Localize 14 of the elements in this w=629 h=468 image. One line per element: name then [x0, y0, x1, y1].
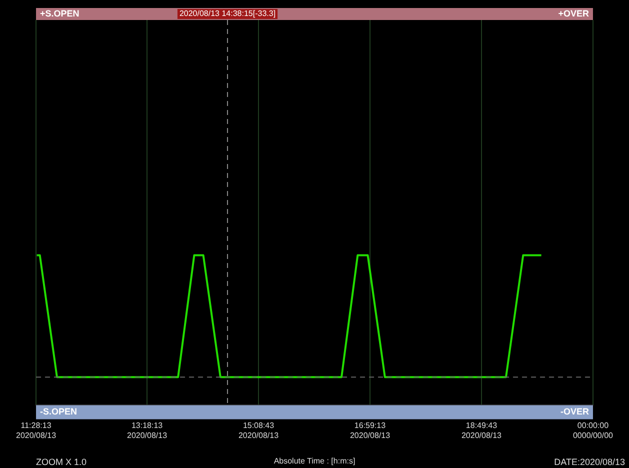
x-tick-label: 18:49:43 2020/08/13	[461, 421, 502, 440]
x-tick-label: 00:00:00 0000/00/00	[572, 421, 614, 440]
text: +S.OPEN	[40, 8, 80, 18]
text: ZOOM X 1.0	[36, 456, 87, 467]
text: DATE:2020/08/13	[554, 456, 625, 467]
text: +OVER	[558, 8, 590, 18]
x-axis-title: Absolute Time : [h:m:s]	[274, 456, 356, 466]
ref-line-label: 2020/08/13 14:38:15[-33.3]	[179, 9, 276, 18]
x-tick-label: 13:18:13 2020/08/13	[126, 421, 168, 440]
text: -S.OPEN	[40, 406, 78, 417]
text: -OVER	[560, 406, 590, 417]
x-tick-label: 11:28:13 2020/08/13	[16, 421, 57, 440]
x-tick-label: 16:59:13 2020/08/13	[350, 421, 391, 440]
x-tick-label: 15:08:43 2020/08/13	[238, 421, 280, 440]
